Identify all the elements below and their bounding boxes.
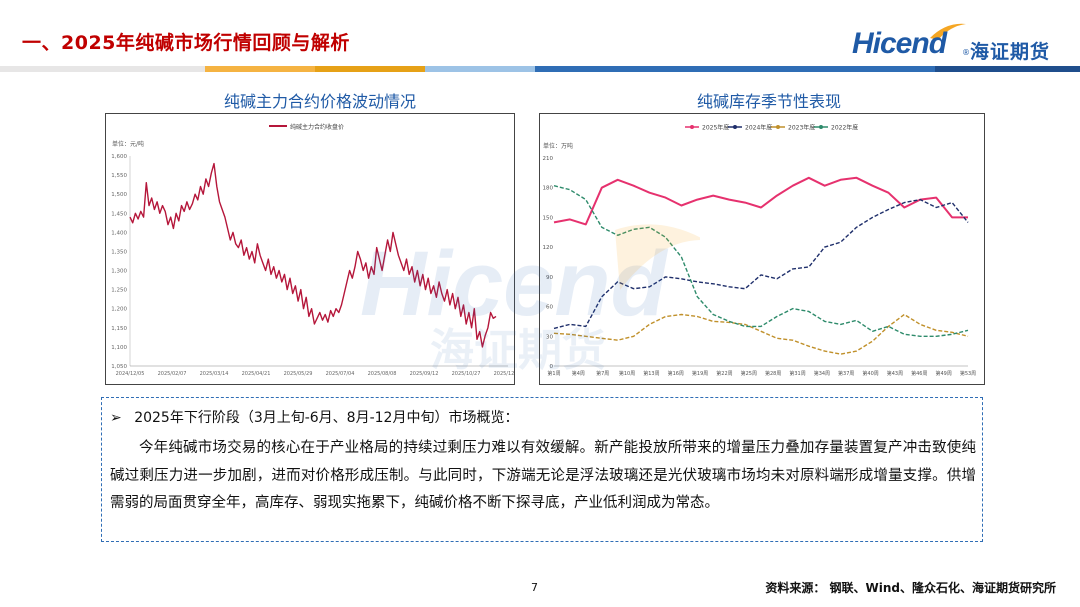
company-logo: Hicend ® 海证期货 [852,20,1067,66]
x-tick-label: 2025/04/21 [242,371,271,377]
legend-entry: 2023年度 [788,124,815,132]
slide-title: 一、2025年纯碱市场行情回顾与解析 [22,32,350,54]
x-tick-label: 2024/12/05 [116,371,145,377]
y-tick-label: 1,450 [111,211,127,217]
y-tick-label: 120 [543,245,554,251]
x-tick-label: 第40周 [862,370,878,377]
x-tick-label: 2025/07/04 [326,371,355,377]
x-tick-label: 2025/10/27 [452,371,481,377]
x-tick-label: 第49周 [935,370,951,377]
x-tick-label: 第31周 [789,370,805,377]
y-tick-label: 60 [546,305,553,311]
legend-marker [819,125,823,129]
y-axis-unit-label: 单位：元/吨 [112,140,144,148]
x-tick-label: 第53周 [960,370,976,377]
x-tick-label: 第1周 [547,370,560,377]
y-tick-label: 1,150 [111,326,127,332]
x-tick-label: 第19周 [692,370,708,377]
logo-swoosh-icon [930,23,966,40]
bullet-arrow-icon: ➢ [110,410,122,426]
x-tick-label: 第13周 [643,370,659,377]
x-tick-label: 2025/09/12 [410,371,439,377]
inventory-series-line [553,176,968,226]
legend-marker [733,125,737,129]
data-source: 资料来源： 钢联、Wind、隆众石化、海证期货研究所 [765,581,1056,595]
legend-entry: 2024年度 [745,124,772,132]
y-tick-label: 1,050 [111,364,127,370]
x-tick-label: 2025/05/29 [284,371,313,377]
x-tick-label: 2025/02/07 [158,371,187,377]
y-axis-unit-label: 单位：万吨 [543,142,573,150]
inventory-series-line [553,198,969,330]
x-tick-label: 第4周 [572,370,585,377]
inventory-chart: 2025年度 2024年度 2023年度 2022年度单位：万吨 0 30 60 90 120 1… [539,113,985,385]
x-tick-label: 第37周 [838,370,854,377]
page-number: 7 [531,581,538,594]
x-tick-label: 第10周 [619,370,635,377]
price-series-line [129,162,497,348]
legend-entry: 2025年度 [702,124,729,132]
legend-entry: 2022年度 [831,124,858,132]
header-band-segment [535,66,935,72]
y-tick-label: 1,600 [111,154,127,160]
x-tick-label: 第25周 [741,370,757,377]
y-tick-label: 1,550 [111,173,127,179]
inventory-series-line [553,313,969,355]
summary-heading-row: ➢ 2025年下行阶段（3月上旬-6月、8月-12月中旬）市场概览： [110,407,518,427]
x-tick-label: 第7周 [596,370,609,377]
x-tick-label: 2025/08/08 [368,371,397,377]
y-tick-label: 1,350 [111,249,127,255]
logo-wordmark: Hicend [852,27,947,60]
inventory-series-line [553,185,969,338]
header-band-segment [935,66,1080,72]
x-tick-label: 第28周 [765,370,781,377]
market-summary-box: ➢ 2025年下行阶段（3月上旬-6月、8月-12月中旬）市场概览： 今年纯碱市… [101,397,983,542]
price-chart-title: 纯碱主力合约价格波动情况 [224,92,417,111]
legend-entry: 纯碱主力合约收盘价 [290,123,344,131]
legend-marker [776,125,780,129]
y-tick-label: 1,200 [111,307,127,313]
header-band-segment [315,66,425,72]
x-tick-label: 第43周 [887,370,903,377]
summary-heading: 2025年下行阶段（3月上旬-6月、8月-12月中旬）市场概览： [134,410,519,426]
x-tick-label: 2025/12/05 [494,371,514,377]
y-tick-label: 180 [543,186,554,192]
y-tick-label: 90 [546,275,553,281]
y-tick-label: 0 [550,364,554,370]
x-tick-label: 2025/03/14 [200,371,229,377]
x-tick-label: 第16周 [668,370,684,377]
y-tick-label: 150 [543,215,554,221]
legend-marker [690,125,694,129]
y-tick-label: 1,300 [111,269,127,275]
y-tick-label: 30 [546,334,553,340]
logo-registered-mark: ® [962,48,970,57]
y-tick-label: 1,500 [111,192,127,198]
header-band-segment [425,66,535,72]
x-tick-label: 第34周 [814,370,830,377]
summary-body: 今年纯碱市场交易的核心在于产业格局的持续过剩压力难以有效缓解。新产能投放所带来的… [110,440,976,511]
y-tick-label: 1,250 [111,288,127,294]
price-chart: 纯碱主力合约收盘价单位：元/吨 1,050 1,100 1,150 1,200 1,250… [105,113,515,385]
x-tick-label: 第46周 [911,370,927,377]
header-band-segment [0,66,205,72]
y-tick-label: 210 [543,156,554,162]
header-band-segment [205,66,315,72]
x-tick-label: 第22周 [716,370,732,377]
y-tick-label: 1,400 [111,230,127,236]
logo-chinese-name: 海证期货 [970,41,1051,63]
inventory-chart-title: 纯碱库存季节性表现 [697,92,842,111]
y-tick-label: 1,100 [111,345,127,351]
